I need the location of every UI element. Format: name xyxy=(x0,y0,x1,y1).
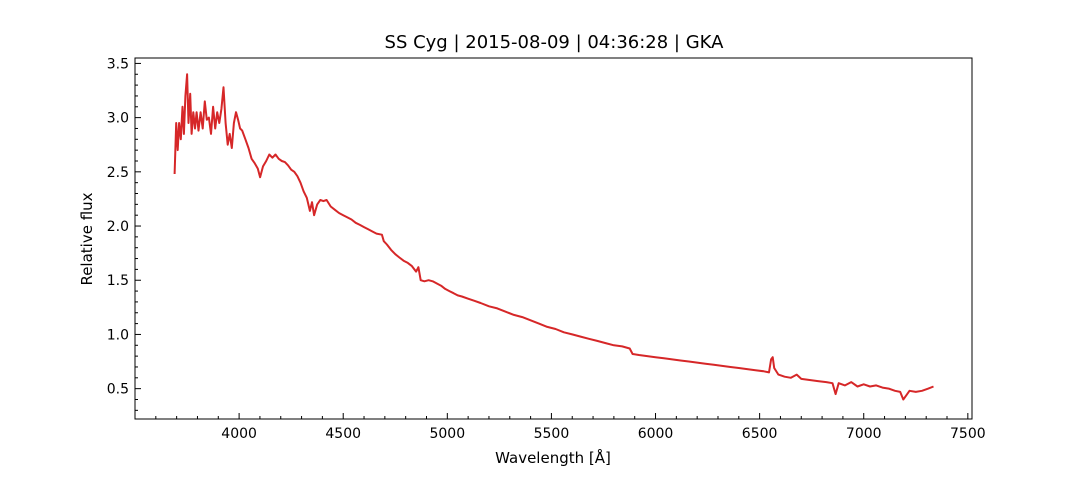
y-tick-label: 2.5 xyxy=(107,165,129,181)
y-tick-label: 1.5 xyxy=(107,273,129,289)
plot-area xyxy=(134,57,973,420)
x-axis-label: Wavelength [Å] xyxy=(495,448,611,467)
x-tick-label: 4500 xyxy=(325,426,361,442)
x-tick-label: 7000 xyxy=(846,426,882,442)
y-tick-label: 3.0 xyxy=(107,111,129,127)
x-tick-label: 6000 xyxy=(638,426,674,442)
y-tick-label: 2.0 xyxy=(107,219,129,235)
x-tick-label: 7500 xyxy=(950,426,986,442)
y-axis: 0.5 1.0 1.5 2.0 2.5 3.0 3.5 xyxy=(107,56,141,411)
x-axis: 4000 4500 5000 5500 6000 6500 7000 7500 xyxy=(155,413,986,442)
y-tick-label: 1.0 xyxy=(107,327,129,343)
x-tick-label: 5500 xyxy=(534,426,570,442)
y-tick-label: 3.5 xyxy=(107,56,129,72)
series-line-flux xyxy=(173,73,934,401)
y-axis-label: Relative flux xyxy=(78,192,96,285)
x-tick-label: 4000 xyxy=(221,426,257,442)
x-tick-label: 5000 xyxy=(429,426,465,442)
plot-frame xyxy=(134,57,973,420)
x-tick-label: 6500 xyxy=(742,426,778,442)
chart-title: SS Cyg | 2015-08-09 | 04:36:28 | GKA xyxy=(385,32,725,53)
y-tick-label: 0.5 xyxy=(107,382,129,398)
